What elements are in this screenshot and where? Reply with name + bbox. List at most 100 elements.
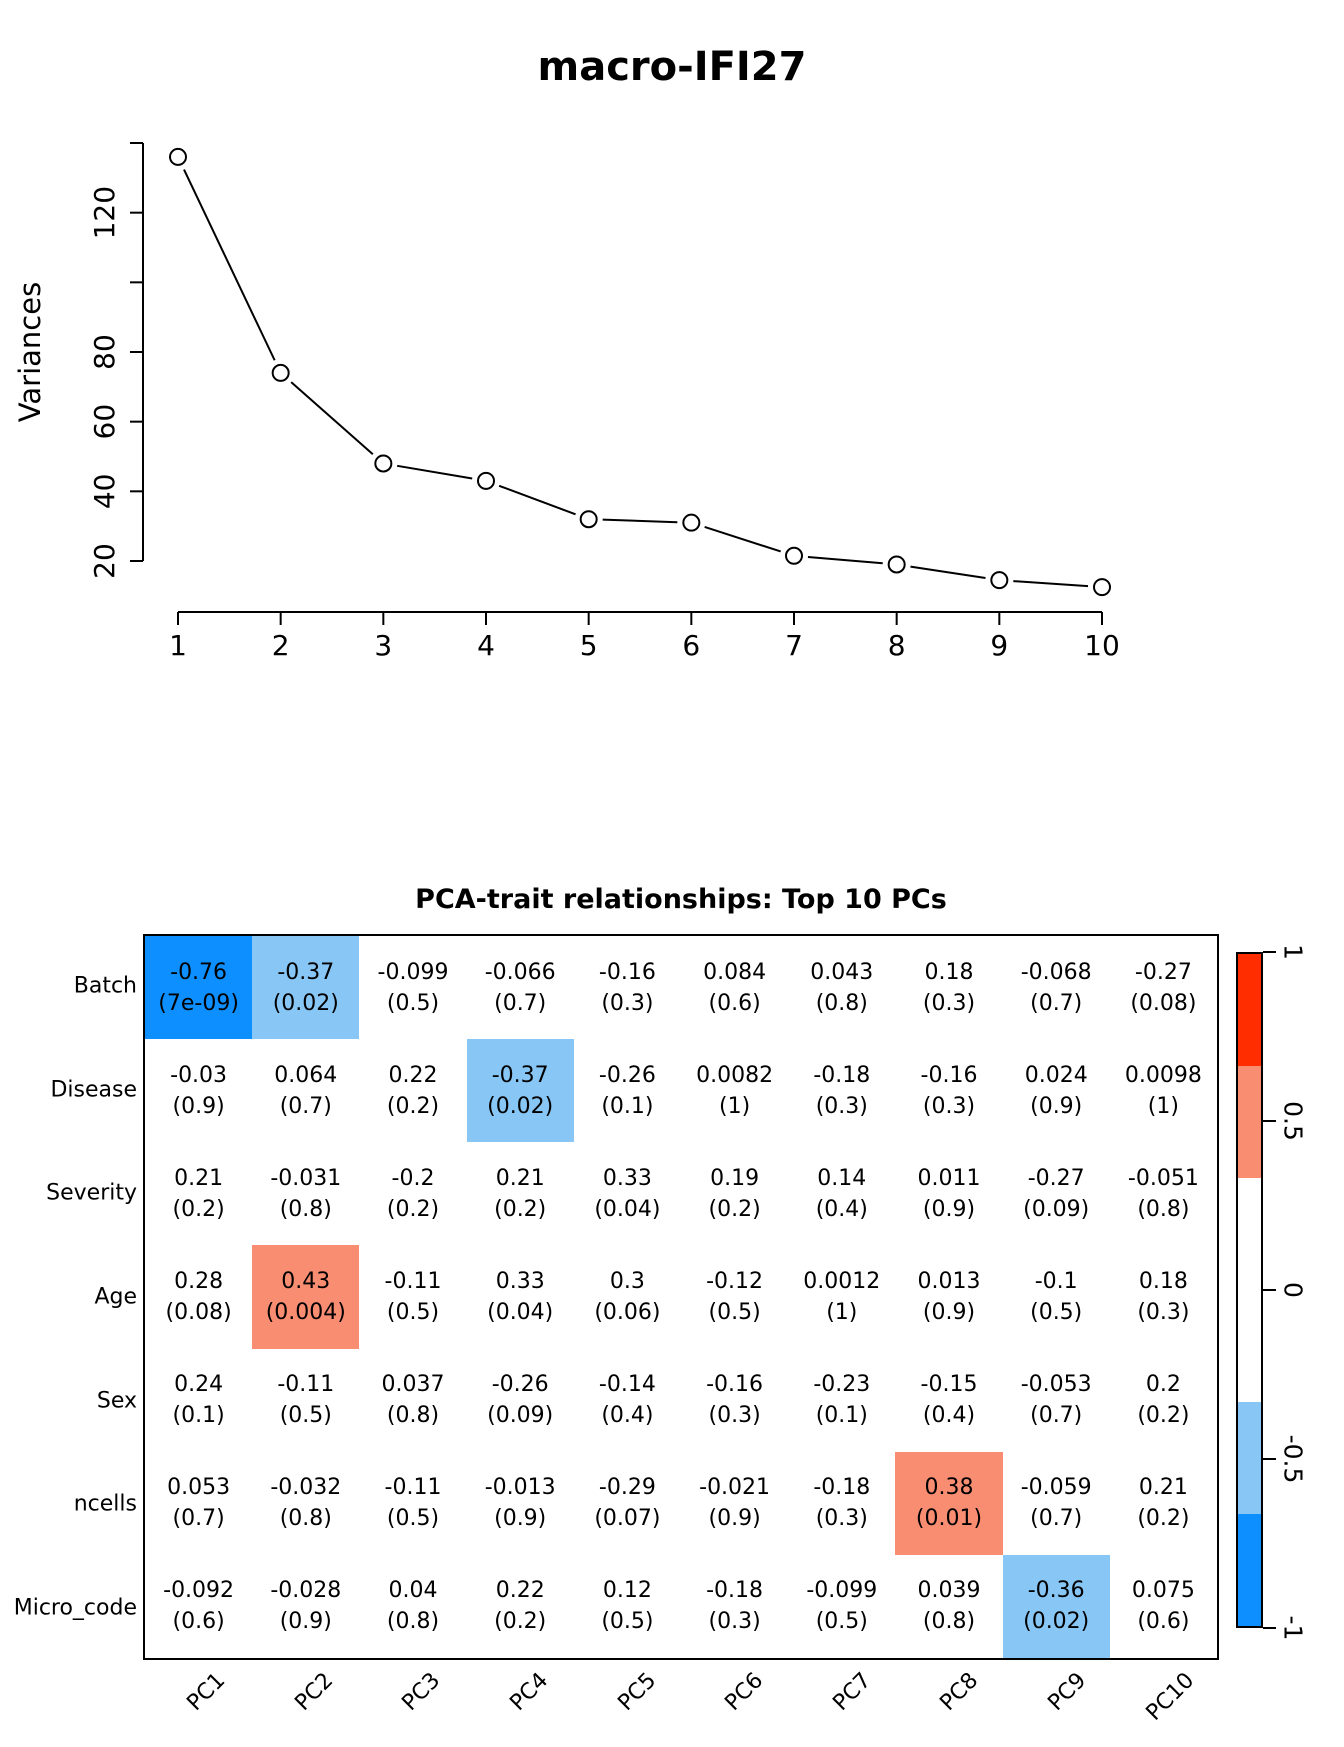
cell-p-value: (0.4): [601, 1403, 654, 1429]
heatmap-cell: 0.084 (0.6): [680, 936, 789, 1040]
cell-correlation-value: 0.22: [388, 1062, 438, 1088]
column-label: PC4: [505, 1668, 554, 1716]
heatmap-cell: 0.013 (0.9): [895, 1245, 1003, 1349]
heatmap-cell: -0.03 (0.9): [145, 1039, 253, 1143]
heatmap-cell: 0.43 (0.004): [252, 1245, 360, 1349]
scree-line-segment: [290, 381, 374, 455]
cell-p-value: (0.04): [487, 1299, 554, 1325]
cell-correlation-value: -0.03: [170, 1062, 228, 1088]
heatmap-cell: 0.037 (0.8): [359, 1348, 467, 1452]
cell-p-value: (0.6): [172, 1609, 225, 1635]
cell-p-value: (0.3): [922, 990, 976, 1016]
cell-p-value: (0.2): [494, 1196, 547, 1222]
cell-p-value: (0.7): [494, 990, 547, 1016]
column-label: PC2: [290, 1668, 339, 1716]
cell-correlation-value: -0.11: [384, 1268, 442, 1294]
cell-correlation-value: 0.024: [1024, 1062, 1088, 1088]
heatmap-cell: 0.21 (0.2): [466, 1142, 574, 1246]
x-tick-label: 9: [990, 629, 1008, 662]
scree-point: [785, 546, 803, 565]
cell-correlation-value: -0.053: [1020, 1372, 1092, 1398]
heatmap-cell: 0.024 (0.9): [1002, 1039, 1110, 1143]
heatmap-cell: -0.066 (0.7): [466, 936, 574, 1040]
cell-correlation-value: -0.059: [1020, 1475, 1092, 1501]
heatmap-cell: 0.0098 (1): [1109, 1039, 1217, 1143]
heatmap-cell: -0.26 (0.09): [466, 1348, 574, 1452]
cell-p-value: (0.01): [915, 1506, 983, 1532]
cell-p-value: (0.3): [922, 1093, 976, 1119]
heatmap-cell: -0.27 (0.09): [1002, 1142, 1110, 1246]
cell-p-value: (0.9): [922, 1299, 976, 1325]
heatmap-cell: -0.031 (0.8): [252, 1142, 360, 1246]
cell-correlation-value: -0.11: [384, 1475, 442, 1501]
cell-p-value: (0.6): [708, 990, 761, 1016]
colorbar-band: [1238, 1178, 1261, 1402]
y-tick-label: 40: [88, 474, 121, 510]
cell-correlation-value: -0.18: [813, 1062, 871, 1088]
colorbar-tick: [1263, 1289, 1276, 1291]
cell-p-value: (0.2): [708, 1196, 761, 1222]
heatmap-grid: -0.76 (7e-09) -0.37 (0.02) -0.099 (0.5) -0.066…: [143, 934, 1219, 1660]
cell-p-value: (0.1): [815, 1403, 868, 1429]
x-tick-label: 4: [477, 629, 495, 662]
cell-p-value: (0.09): [1023, 1196, 1090, 1222]
colorbar-tick: [1263, 951, 1276, 953]
cell-p-value: (0.9): [279, 1609, 332, 1635]
heatmap-cell: -0.18 (0.3): [788, 1039, 896, 1143]
cell-p-value: (0.4): [922, 1403, 976, 1429]
heatmap-cell: 0.064 (0.7): [252, 1039, 360, 1143]
cell-correlation-value: 0.2: [1145, 1372, 1181, 1398]
cell-p-value: (0.8): [1137, 1196, 1190, 1222]
heatmap-cell: -0.18 (0.3): [788, 1451, 896, 1555]
heatmap-cell: 0.33 (0.04): [466, 1245, 574, 1349]
cell-p-value: (0.8): [279, 1506, 332, 1532]
cell-p-value: (0.2): [1137, 1403, 1190, 1429]
scree-plot-title: macro-IFI27: [537, 44, 807, 90]
cell-correlation-value: 0.075: [1131, 1578, 1195, 1604]
column-label: PC6: [720, 1668, 769, 1716]
heatmap-cell: -0.021 (0.9): [680, 1451, 789, 1555]
cell-correlation-value: 0.043: [810, 959, 874, 985]
heatmap-cell: -0.2 (0.2): [359, 1142, 467, 1246]
cell-correlation-value: -0.15: [920, 1372, 978, 1398]
cell-correlation-value: 0.18: [1138, 1268, 1188, 1294]
scree-point: [271, 363, 290, 382]
row-label: Severity: [46, 1180, 137, 1206]
scree-line-segment: [910, 565, 986, 580]
cell-p-value: (0.7): [279, 1093, 332, 1119]
cell-p-value: (0.004): [265, 1299, 346, 1325]
heatmap-cell: -0.11 (0.5): [359, 1451, 467, 1555]
colorbar-tick-label: -1: [1278, 1615, 1308, 1641]
row-label: Batch: [73, 973, 137, 999]
scree-line-segment: [1013, 580, 1089, 588]
heatmap-cell: -0.23 (0.1): [788, 1348, 896, 1452]
cell-correlation-value: -0.028: [270, 1578, 342, 1604]
cell-p-value: (0.6): [1137, 1609, 1190, 1635]
heatmap-cell: 0.3 (0.06): [573, 1245, 681, 1349]
x-tick-label: 5: [580, 629, 598, 662]
cell-correlation-value: -0.29: [598, 1475, 656, 1501]
column-label: PC7: [828, 1668, 877, 1716]
cell-correlation-value: -0.23: [813, 1372, 871, 1398]
cell-correlation-value: -0.36: [1027, 1578, 1085, 1604]
cell-p-value: (0.3): [815, 1093, 868, 1119]
cell-p-value: (0.5): [708, 1299, 761, 1325]
cell-p-value: (0.9): [1030, 1093, 1083, 1119]
cell-p-value: (0.1): [601, 1093, 654, 1119]
x-tick-label: 3: [374, 629, 392, 662]
cell-p-value: (0.9): [494, 1506, 547, 1532]
heatmap-cell: -0.099 (0.5): [359, 936, 467, 1040]
cell-p-value: (0.07): [594, 1506, 661, 1532]
scree-point: [1093, 578, 1111, 597]
heatmap-cell: -0.29 (0.07): [573, 1451, 681, 1555]
heatmap-cell: 0.043 (0.8): [788, 936, 896, 1040]
cell-correlation-value: 0.039: [917, 1578, 981, 1604]
heatmap-cell: -0.27 (0.08): [1109, 936, 1217, 1040]
row-label: Disease: [50, 1077, 137, 1103]
heatmap-cell: 0.19 (0.2): [680, 1142, 789, 1246]
cell-correlation-value: -0.031: [270, 1165, 342, 1191]
cell-correlation-value: -0.013: [484, 1475, 556, 1501]
colorbar-tick-label: 0: [1278, 1282, 1308, 1298]
cell-p-value: (0.06): [594, 1299, 661, 1325]
